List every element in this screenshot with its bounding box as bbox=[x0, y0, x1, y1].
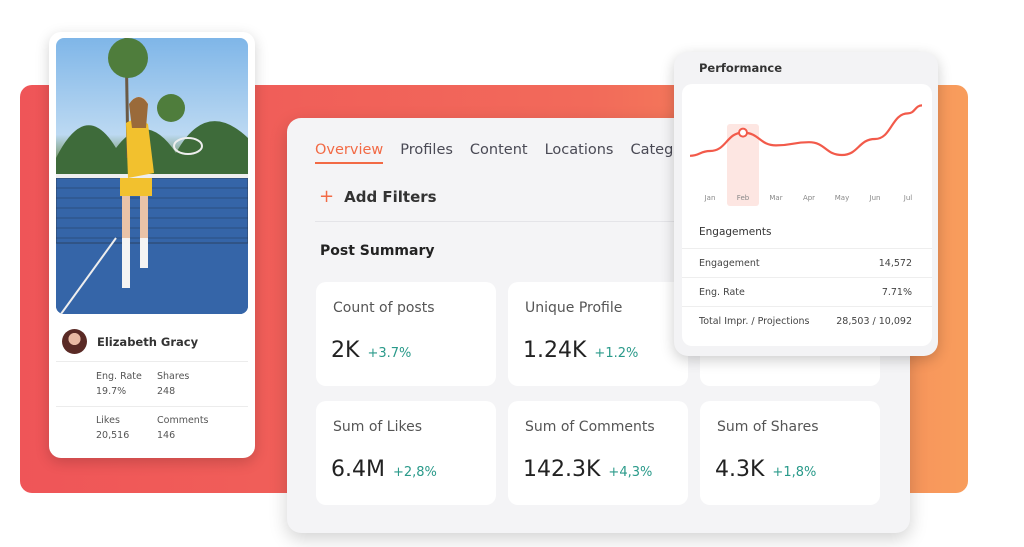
add-filters-button[interactable]: + Add Filters bbox=[319, 186, 437, 207]
stat-likes: Likes 20,516 bbox=[96, 413, 129, 443]
summary-card: Sum of Comments 142.3K +4,3% bbox=[508, 401, 688, 505]
data-point bbox=[738, 127, 748, 138]
section-title: Post Summary bbox=[320, 243, 435, 259]
profile-photo bbox=[56, 38, 248, 314]
performance-card: Performance Jan Feb Mar Apr May Jun Jul Engage… bbox=[674, 52, 938, 356]
summary-card: Sum of Likes 6.4M +2,8% bbox=[316, 401, 496, 505]
x-tick-label: Apr bbox=[803, 194, 815, 202]
change: +1,8% bbox=[772, 465, 817, 480]
tab-locations[interactable]: Locations bbox=[544, 142, 614, 158]
series-line bbox=[689, 104, 923, 157]
card-value: 142.3K +4,3% bbox=[523, 457, 652, 482]
x-tick-label: Feb bbox=[737, 194, 750, 202]
metric-label: Engagement bbox=[699, 257, 760, 269]
metric-value: 7.71% bbox=[881, 286, 912, 298]
divider bbox=[56, 406, 248, 407]
performance-chart: Jan Feb Mar Apr May Jun Jul bbox=[689, 104, 923, 206]
metric-value: 14,572 bbox=[878, 257, 912, 269]
metric-value: 28,503 / 10,092 bbox=[836, 315, 912, 327]
x-tick-label: Mar bbox=[769, 194, 782, 202]
metric-label: Eng. Rate bbox=[699, 286, 745, 298]
tab-categories[interactable]: Catego bbox=[630, 142, 683, 158]
plus-icon: + bbox=[319, 186, 335, 207]
engagements-title: Engagements bbox=[699, 226, 772, 238]
divider bbox=[56, 361, 248, 362]
divider bbox=[315, 221, 882, 222]
metric-row: Eng. Rate 7.71% bbox=[682, 277, 932, 306]
stat-value: 19.7% bbox=[96, 386, 127, 397]
value: 6.4M bbox=[331, 457, 385, 482]
change: +2,8% bbox=[392, 465, 437, 480]
metric-label: Total Impr. / Projections bbox=[699, 315, 810, 327]
card-label: Count of posts bbox=[333, 300, 435, 316]
stat-comments: Comments 146 bbox=[157, 413, 209, 443]
card-label: Sum of Comments bbox=[525, 419, 655, 435]
change: +1.2% bbox=[594, 346, 639, 361]
performance-title: Performance bbox=[699, 61, 783, 75]
card-value: 1.24K +1.2% bbox=[523, 338, 638, 363]
summary-card: Unique Profile 1.24K +1.2% bbox=[508, 282, 688, 386]
metric-row: Total Impr. / Projections 28,503 / 10,092 bbox=[682, 306, 932, 335]
value: 2K bbox=[331, 338, 360, 363]
stat-label: Likes bbox=[96, 415, 120, 426]
tab-profiles[interactable]: Profiles bbox=[400, 142, 453, 158]
tab-bar: Overview Profiles Content Locations Cate… bbox=[315, 142, 682, 164]
value: 4.3K bbox=[715, 457, 765, 482]
card-value: 4.3K +1,8% bbox=[715, 457, 816, 482]
value: 1.24K bbox=[523, 338, 587, 363]
tab-content[interactable]: Content bbox=[469, 142, 528, 158]
value: 142.3K bbox=[523, 457, 601, 482]
performance-inner: Jan Feb Mar Apr May Jun Jul Engagements Engage… bbox=[682, 84, 932, 346]
highlight-band bbox=[727, 124, 759, 206]
stat-label: Eng. Rate bbox=[96, 371, 142, 382]
x-tick-label: Jan bbox=[704, 194, 716, 202]
avatar bbox=[62, 329, 87, 354]
change: +4,3% bbox=[608, 465, 653, 480]
card-label: Unique Profile bbox=[525, 300, 623, 316]
tab-overview[interactable]: Overview bbox=[315, 142, 384, 164]
profile-card[interactable]: Elizabeth Gracy Eng. Rate 19.7% Shares 248… bbox=[49, 32, 255, 458]
stat-label: Comments bbox=[157, 415, 209, 426]
stat-eng-rate: Eng. Rate 19.7% bbox=[96, 369, 142, 399]
x-tick-label: Jul bbox=[903, 194, 913, 202]
card-label: Sum of Likes bbox=[333, 419, 422, 435]
card-value: 2K +3.7% bbox=[331, 338, 411, 363]
x-tick-label: May bbox=[835, 194, 849, 202]
x-tick-label: Jun bbox=[869, 194, 881, 202]
stat-value: 20,516 bbox=[96, 430, 130, 441]
metric-row: Engagement 14,572 bbox=[682, 248, 932, 277]
card-label: Sum of Shares bbox=[717, 419, 819, 435]
change: +3.7% bbox=[367, 346, 412, 361]
summary-card: Count of posts 2K +3.7% bbox=[316, 282, 496, 386]
stat-value: 146 bbox=[157, 430, 176, 441]
stat-value: 248 bbox=[157, 386, 176, 397]
add-filters-label: Add Filters bbox=[344, 187, 437, 206]
stat-label: Shares bbox=[157, 371, 190, 382]
summary-card: Sum of Shares 4.3K +1,8% bbox=[700, 401, 880, 505]
profile-name: Elizabeth Gracy bbox=[97, 335, 199, 349]
card-value: 6.4M +2,8% bbox=[331, 457, 437, 482]
stat-shares: Shares 248 bbox=[157, 369, 189, 399]
